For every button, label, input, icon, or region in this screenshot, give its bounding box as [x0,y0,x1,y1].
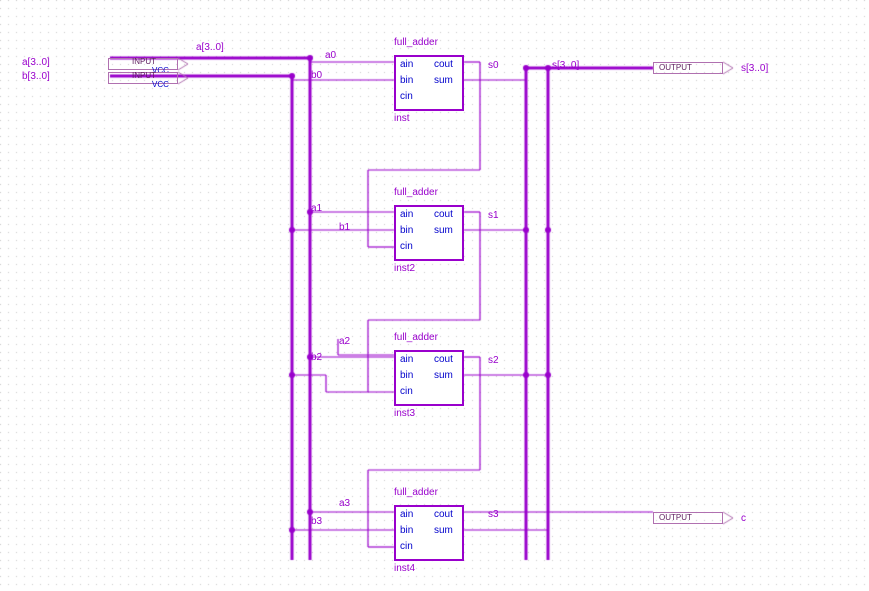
block-title: full_adder [394,332,438,343]
input-vcc: VCC [152,80,169,89]
output-type: OUTPUT [659,513,692,522]
input-type: INPUT [132,57,156,66]
wire-label: a[3..0] [196,42,224,53]
wire-label: b3 [311,516,322,527]
wire-label: a0 [325,50,336,61]
block-title: full_adder [394,37,438,48]
block-port-out: cout [434,509,453,520]
output-label: c [741,513,746,524]
block-port-out: cout [434,59,453,70]
block-port-in: bin [400,75,413,86]
wire-label: s0 [488,60,499,71]
block-port-in: bin [400,225,413,236]
block-port-in: cin [400,386,413,397]
block-instance: inst4 [394,563,415,574]
block-port-in: ain [400,509,413,520]
block-port-in: cin [400,91,413,102]
block-title: full_adder [394,187,438,198]
wire-label: a2 [339,336,350,347]
block-instance: inst2 [394,263,415,274]
block-port-out: sum [434,225,453,236]
block-port-out: cout [434,354,453,365]
wire-label: s1 [488,210,499,221]
wire-label: s2 [488,355,499,366]
input-label: a[3..0] [22,57,50,68]
block-port-out: sum [434,370,453,381]
block-port-out: cout [434,209,453,220]
block-port-in: ain [400,59,413,70]
wire-label: a1 [311,203,322,214]
wire-label: b2 [311,352,322,363]
output-type: OUTPUT [659,63,692,72]
block-port-in: ain [400,354,413,365]
block-port-out: sum [434,75,453,86]
wire-label: s[3..0] [552,60,579,71]
block-instance: inst3 [394,408,415,419]
block-port-out: sum [434,525,453,536]
block-instance: inst [394,113,410,124]
block-title: full_adder [394,487,438,498]
block-port-in: bin [400,370,413,381]
input-type: INPUT [132,71,156,80]
wire-label: s3 [488,509,499,520]
wire-label: b0 [311,70,322,81]
wire-label: a3 [339,498,350,509]
block-port-in: cin [400,541,413,552]
block-port-in: ain [400,209,413,220]
block-port-in: bin [400,525,413,536]
block-port-in: cin [400,241,413,252]
input-label: b[3..0] [22,71,50,82]
output-label: s[3..0] [741,63,768,74]
wire-label: b1 [339,222,350,233]
